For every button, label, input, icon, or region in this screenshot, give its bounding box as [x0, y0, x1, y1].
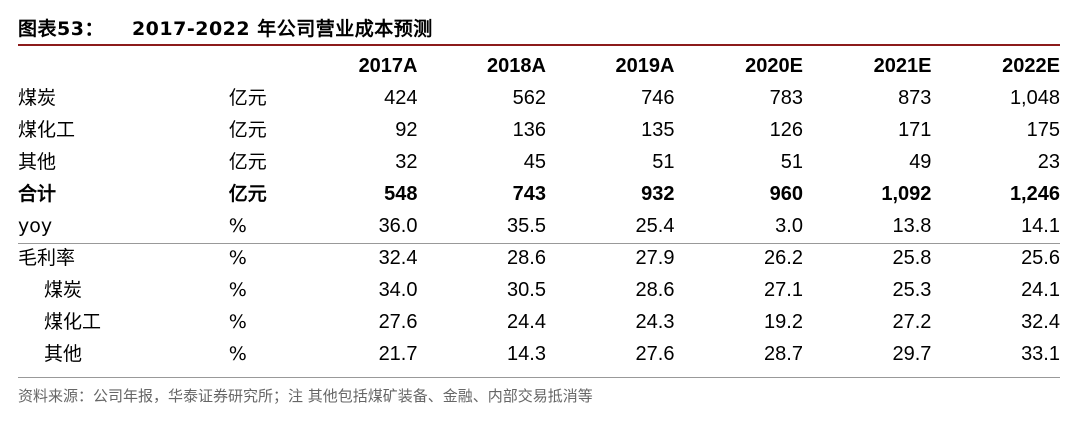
table-cell: 36.0 — [378, 215, 418, 237]
row-unit: % — [228, 311, 247, 333]
table-cell: 51 — [652, 151, 675, 173]
table-row: 合计 亿元 548 743 932 960 1,092 1,246 — [18, 178, 1060, 210]
table-cell: 29.7 — [892, 343, 932, 365]
row-label: 其他 — [18, 151, 57, 173]
row-unit: 亿元 — [228, 87, 267, 109]
row-unit: 亿元 — [228, 151, 267, 173]
row-label: 合计 — [18, 183, 57, 205]
column-header: 2020E — [745, 55, 803, 77]
table-cell: 30.5 — [507, 279, 546, 301]
table-row: 其他 亿元 32 45 51 51 49 23 — [18, 146, 1060, 178]
bottom-rule — [18, 377, 1060, 378]
header-unit-cell — [229, 50, 289, 82]
top-rule — [18, 44, 1060, 46]
table-cell: 960 — [769, 183, 803, 205]
column-header: 2018A — [487, 55, 546, 77]
column-header: 2021E — [873, 55, 932, 77]
row-label: 煤炭 — [44, 279, 83, 301]
table-cell: 424 — [384, 87, 418, 109]
column-header: 2019A — [615, 55, 675, 77]
table-cell: 92 — [395, 119, 418, 141]
source-note: 资料来源：公司年报，华泰证券研究所；注 其他包括煤矿装备、金融、内部交易抵消等 — [18, 387, 593, 405]
table-row: 毛利率% 32.4 28.6 27.9 26.2 25.8 25.6 — [18, 242, 1060, 274]
table-cell: 19.2 — [764, 311, 803, 333]
row-unit: % — [228, 215, 247, 237]
table-cell: 32.4 — [378, 247, 418, 269]
table-cell: 27.2 — [892, 311, 932, 333]
column-header: 2022E — [1002, 55, 1060, 77]
table-cell: 32 — [395, 151, 418, 173]
table-cell: 51 — [780, 151, 803, 173]
table-cell: 171 — [898, 119, 932, 141]
table-cell: 24.3 — [635, 311, 675, 333]
table-cell: 28.6 — [507, 247, 546, 269]
column-header: 2017A — [358, 55, 418, 77]
table-cell: 1,246 — [1009, 183, 1060, 205]
table-cell: 34.0 — [378, 279, 418, 301]
table-cell: 25.3 — [892, 279, 932, 301]
figure-number: 图表53： — [18, 18, 104, 40]
cost-forecast-table: 2017A 2018A 2019A 2020E 2021E 2022E 煤炭 亿元… — [18, 50, 1060, 370]
row-unit: 亿元 — [228, 119, 267, 141]
table-cell: 746 — [641, 87, 675, 109]
table-cell: 13.8 — [892, 215, 932, 237]
table-cell: 135 — [641, 119, 675, 141]
figure-caption: 2017-2022 年公司营业成本预测 — [131, 18, 433, 40]
table-cell: 25.6 — [1021, 247, 1060, 269]
header-row: 2017A 2018A 2019A 2020E 2021E 2022E — [18, 50, 1060, 82]
table-cell: 783 — [769, 87, 803, 109]
table-cell: 33.1 — [1021, 343, 1060, 365]
row-label: 其他 — [44, 343, 83, 365]
table-cell: 49 — [909, 151, 932, 173]
table-cell: 26.2 — [764, 247, 803, 269]
table-cell: 126 — [769, 119, 803, 141]
row-label: 煤化工 — [44, 311, 102, 333]
row-unit: % — [228, 247, 247, 269]
table-cell: 25.4 — [635, 215, 675, 237]
table-cell: 743 — [512, 183, 546, 205]
table-cell: 175 — [1026, 119, 1060, 141]
table-cell: 27.6 — [378, 311, 418, 333]
table-cell: 14.3 — [507, 343, 546, 365]
row-label: 煤化工 — [18, 119, 76, 141]
table-cell: 25.8 — [892, 247, 932, 269]
table-cell: 24.1 — [1021, 279, 1060, 301]
table-cell: 562 — [512, 87, 546, 109]
table-cell: 24.4 — [507, 311, 546, 333]
header-label-cell — [18, 50, 229, 82]
table-cell: 548 — [384, 183, 418, 205]
table-cell: 28.7 — [764, 343, 803, 365]
table-cell: 45 — [523, 151, 546, 173]
table-row: yoy% 36.0 35.5 25.4 3.0 13.8 14.1 — [18, 210, 1060, 242]
table-cell: 28.6 — [635, 279, 675, 301]
section-divider — [18, 243, 1060, 244]
row-unit: % — [228, 343, 247, 365]
table-cell: 1,048 — [1009, 87, 1060, 109]
table-cell: 3.0 — [775, 215, 803, 237]
table-row: 煤炭 亿元 424 562 746 783 873 1,048 — [18, 82, 1060, 114]
table-cell: 32.4 — [1021, 311, 1060, 333]
table-cell: 21.7 — [378, 343, 418, 365]
table-row: 煤炭% 34.0 30.5 28.6 27.1 25.3 24.1 — [18, 274, 1060, 306]
table-cell: 35.5 — [507, 215, 546, 237]
table-row: 煤化工 亿元 92 136 135 126 171 175 — [18, 114, 1060, 146]
table-cell: 1,092 — [881, 183, 932, 205]
table-cell: 136 — [512, 119, 546, 141]
row-label: 毛利率 — [18, 247, 76, 269]
row-label: 煤炭 — [18, 87, 57, 109]
table-cell: 27.6 — [635, 343, 675, 365]
table-row: 煤化工% 27.6 24.4 24.3 19.2 27.2 32.4 — [18, 306, 1060, 338]
table-row: 其他% 21.7 14.3 27.6 28.7 29.7 33.1 — [18, 338, 1060, 370]
table-cell: 14.1 — [1021, 215, 1060, 237]
table-cell: 27.1 — [764, 279, 803, 301]
row-unit: 亿元 — [228, 183, 267, 205]
table-cell: 873 — [898, 87, 932, 109]
table-cell: 932 — [641, 183, 675, 205]
row-unit: % — [228, 279, 247, 301]
row-label: yoy — [18, 215, 53, 237]
table-cell: 27.9 — [635, 247, 675, 269]
table-cell: 23 — [1037, 151, 1060, 173]
figure-title: 图表53： 2017-2022 年公司营业成本预测 — [18, 14, 433, 41]
